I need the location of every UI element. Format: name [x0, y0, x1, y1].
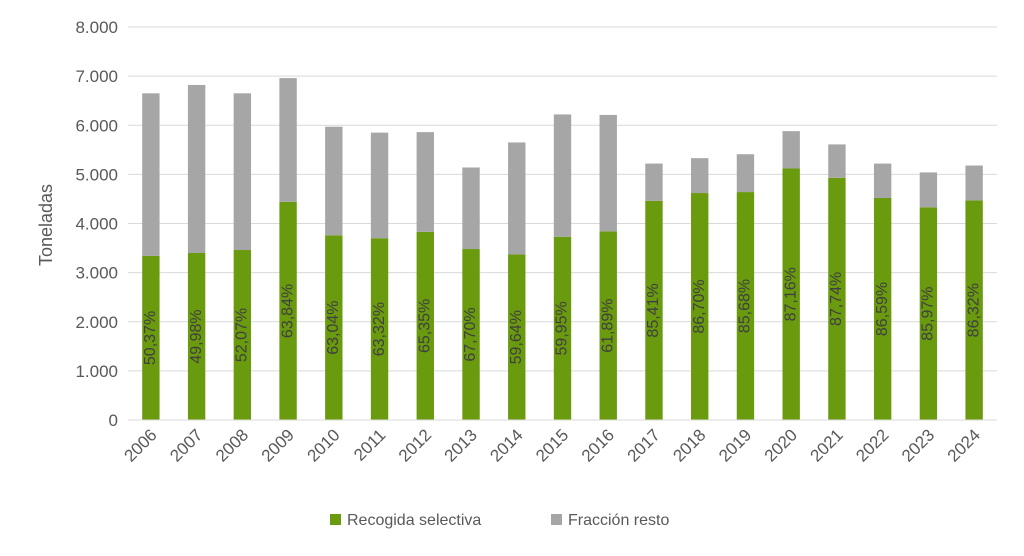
x-tick-label: 2023	[898, 425, 938, 465]
bar-fraccion-resto	[462, 167, 480, 250]
bar-fraccion-resto	[782, 131, 800, 169]
bars	[142, 78, 983, 420]
bar-recogida-selectiva	[187, 252, 206, 420]
data-label: 59,95%	[554, 301, 571, 355]
data-label: 65,35%	[417, 299, 434, 353]
bar-fraccion-resto	[553, 114, 572, 237]
data-label: 86,59%	[874, 282, 891, 336]
bar-fraccion-resto	[691, 158, 709, 194]
legend-swatch-fraccion-resto	[551, 514, 562, 525]
x-tick-label: 2022	[852, 425, 892, 465]
bar-fraccion-resto	[416, 132, 434, 232]
bar-recogida-selectiva	[873, 197, 892, 420]
bar-recogida-selectiva	[965, 200, 983, 420]
y-tick-label: 6.000	[75, 116, 118, 135]
y-tick-label: 3.000	[75, 264, 118, 283]
data-label: 85,68%	[737, 279, 754, 333]
x-tick-label: 2014	[486, 425, 526, 465]
bar-fraccion-resto	[142, 93, 160, 256]
y-tick-label: 7.000	[75, 67, 118, 86]
bar-recogida-selectiva	[508, 254, 526, 420]
bar-recogida-selectiva	[645, 200, 663, 420]
bar-recogida-selectiva	[462, 249, 480, 420]
data-label: 87,16%	[782, 267, 799, 321]
x-tick-label: 2019	[715, 425, 755, 465]
data-label: 87,74%	[828, 272, 845, 326]
x-tick-label: 2016	[578, 425, 618, 465]
bar-fraccion-resto	[187, 84, 206, 253]
bar-recogida-selectiva	[553, 236, 572, 420]
data-label: 86,70%	[691, 279, 708, 333]
bar-recogida-selectiva	[736, 192, 755, 420]
data-label: 85,97%	[920, 287, 937, 341]
bar-recogida-selectiva	[279, 201, 297, 420]
x-axis-tick-labels: 2006 2007 2008 2009 2010 2011 2012 2013 2014 2015…	[121, 425, 984, 465]
legend-label-recogida-selectiva: Recogida selectiva	[347, 512, 481, 529]
bar-fraccion-resto	[919, 172, 938, 208]
x-tick-label: 2018	[669, 425, 709, 465]
bar-recogida-selectiva	[828, 177, 846, 420]
x-tick-label: 2009	[258, 425, 298, 465]
x-tick-label: 2006	[121, 425, 161, 465]
bar-fraccion-resto	[325, 126, 343, 236]
data-labels: 50,37% 49,98% 52,07% 63,84% 63,04% 63,32% 65,3…	[142, 267, 982, 365]
x-tick-label: 2020	[761, 425, 801, 465]
data-label: 49,98%	[188, 309, 205, 363]
data-label: 61,89%	[599, 299, 616, 353]
bar-fraccion-resto	[508, 142, 526, 255]
bar-fraccion-resto	[965, 165, 983, 201]
legend-swatch-recogida-selectiva	[330, 514, 341, 525]
y-tick-label: 2.000	[75, 313, 118, 332]
data-label: 67,70%	[462, 307, 479, 361]
y-tick-label: 1.000	[75, 362, 118, 381]
data-label: 63,32%	[371, 302, 388, 356]
bar-recogida-selectiva	[919, 207, 938, 420]
bar-recogida-selectiva	[782, 168, 800, 420]
bar-recogida-selectiva	[325, 235, 343, 420]
bar-fraccion-resto	[736, 154, 755, 193]
data-label: 52,07%	[234, 308, 251, 362]
bar-fraccion-resto	[599, 114, 617, 232]
x-tick-label: 2024	[944, 425, 984, 465]
y-tick-label: 4.000	[75, 215, 118, 234]
bar-recogida-selectiva	[370, 238, 389, 420]
bar-fraccion-resto	[233, 93, 252, 251]
x-tick-label: 2011	[350, 425, 389, 464]
legend-label-fraccion-resto: Fracción resto	[568, 512, 669, 529]
y-axis-title: Toneladas	[36, 184, 56, 266]
x-tick-label: 2015	[532, 425, 572, 465]
x-tick-label: 2008	[212, 425, 252, 465]
bar-recogida-selectiva	[599, 231, 617, 420]
bar-fraccion-resto	[873, 163, 892, 198]
data-label: 63,84%	[279, 284, 296, 338]
bar-fraccion-resto	[370, 132, 389, 239]
legend: Recogida selectiva Fracción resto	[330, 512, 669, 529]
y-axis-tick-labels: 0 1.000 2.000 3.000 4.000 5.000 6.000 7.000 8.00…	[75, 18, 118, 430]
y-tick-label: 5.000	[75, 165, 118, 184]
x-tick-label: 2021	[807, 425, 847, 465]
data-label: 63,04%	[325, 301, 342, 355]
x-tick-label: 2007	[166, 425, 206, 465]
bar-recogida-selectiva	[691, 193, 709, 420]
x-tick-label: 2012	[395, 425, 435, 465]
bar-recogida-selectiva	[416, 231, 434, 420]
bar-fraccion-resto	[828, 144, 846, 178]
x-tick-label: 2017	[624, 425, 664, 465]
bar-fraccion-resto	[279, 78, 297, 202]
x-tick-label: 2013	[441, 425, 481, 465]
data-label: 86,32%	[965, 283, 982, 337]
x-tick-label: 2010	[303, 425, 343, 465]
data-label: 50,37%	[142, 311, 159, 365]
y-tick-label: 0	[109, 411, 118, 430]
data-label: 85,41%	[645, 283, 662, 337]
bar-recogida-selectiva	[142, 255, 160, 420]
bar-recogida-selectiva	[233, 250, 252, 420]
y-tick-label: 8.000	[75, 18, 118, 37]
data-label: 59,64%	[508, 310, 525, 364]
bar-fraccion-resto	[645, 163, 663, 201]
